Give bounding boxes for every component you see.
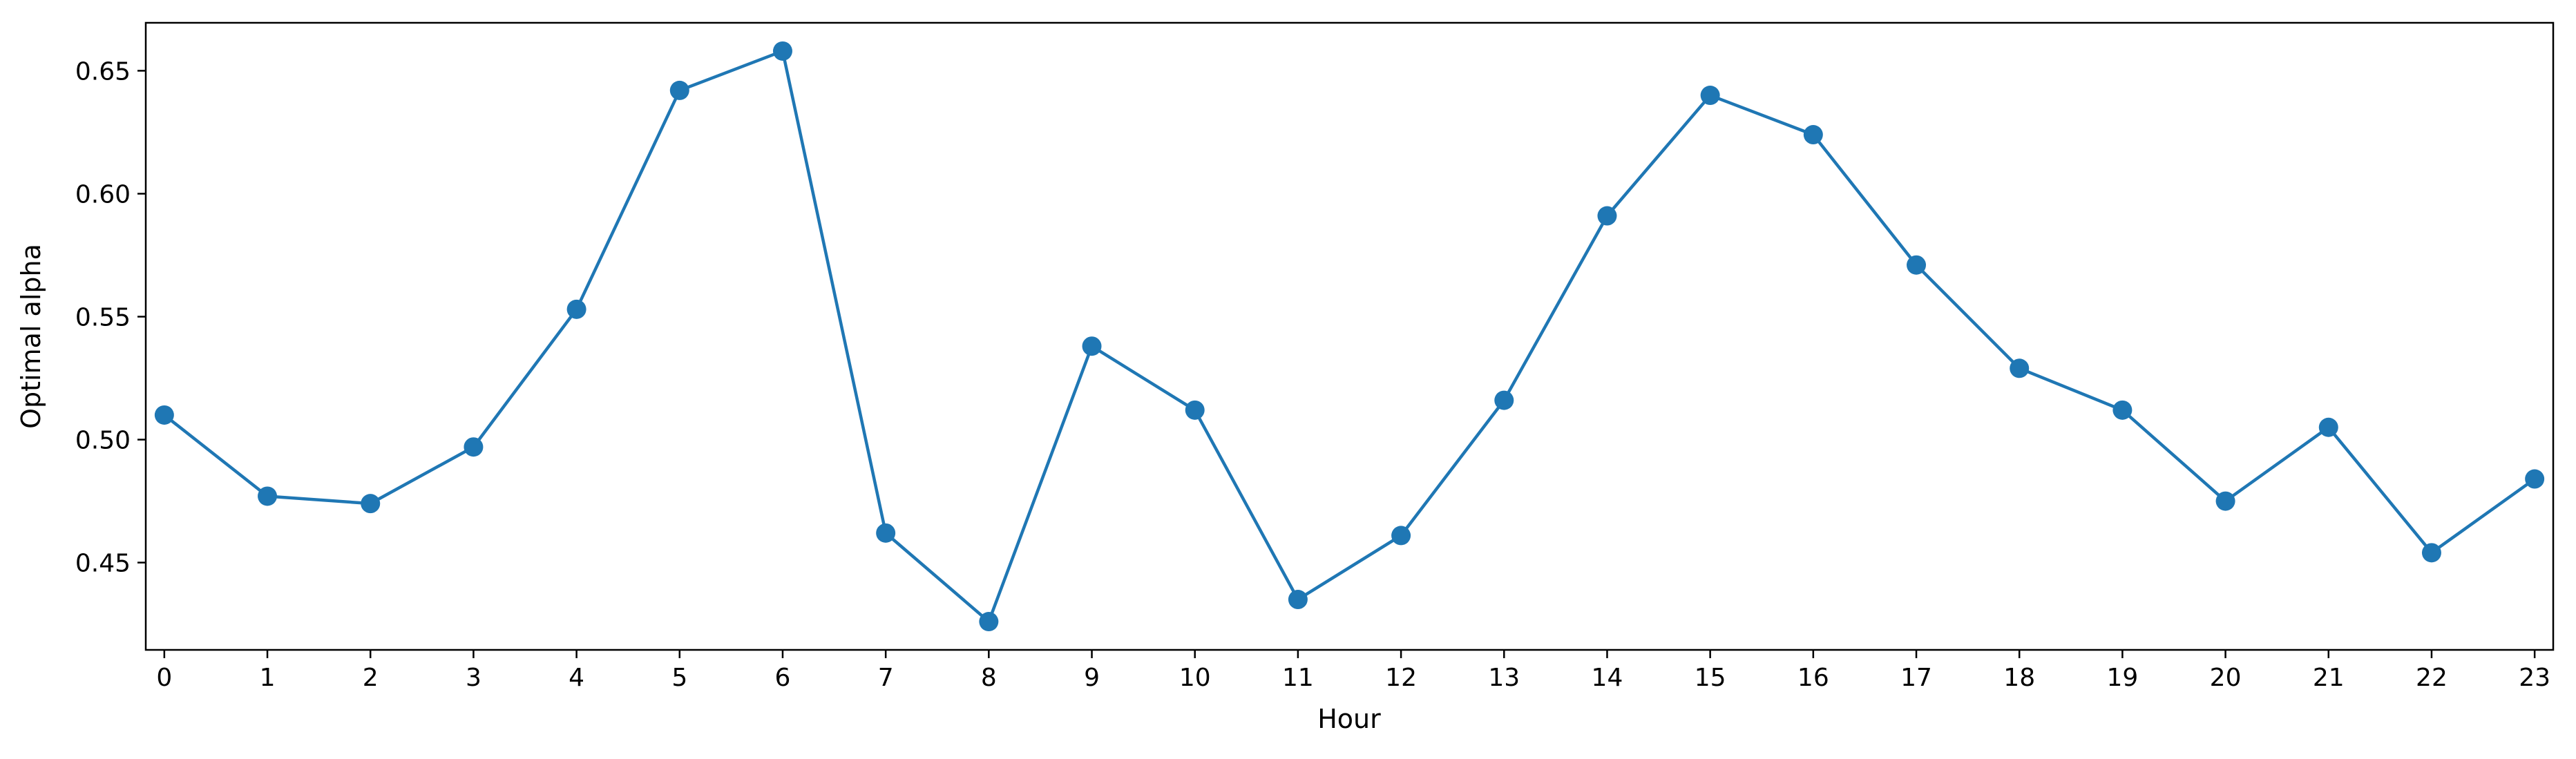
x-tick-label: 0 xyxy=(156,664,172,692)
y-tick-label: 0.55 xyxy=(75,304,131,332)
plot-frame xyxy=(144,21,2555,651)
x-tick-label: 8 xyxy=(981,664,997,692)
x-tick-label: 10 xyxy=(1179,664,1211,692)
x-tick-label: 22 xyxy=(2416,664,2448,692)
data-point xyxy=(566,299,586,319)
y-tick-label: 0.65 xyxy=(75,57,131,86)
x-tick-label: 1 xyxy=(260,664,276,692)
series-optimal-alpha xyxy=(154,41,2545,632)
x-tick-label: 13 xyxy=(1488,664,1520,692)
data-point xyxy=(1082,336,1102,356)
data-point xyxy=(1288,590,1308,610)
x-tick-label: 18 xyxy=(2003,664,2035,692)
x-tick-label: 23 xyxy=(2519,664,2550,692)
x-tick-label: 15 xyxy=(1695,664,1726,692)
data-point xyxy=(2010,358,2030,378)
data-point xyxy=(2215,491,2235,511)
x-tick-label: 4 xyxy=(569,664,584,692)
x-tick-label: 9 xyxy=(1084,664,1100,692)
y-axis-ticks: 0.45 0.50 0.55 0.60 0.65 xyxy=(75,57,146,578)
x-tick-label: 17 xyxy=(1900,664,1932,692)
x-axis-label: Hour xyxy=(1317,704,1381,734)
data-point xyxy=(1597,206,1617,226)
x-tick-label: 14 xyxy=(1592,664,1623,692)
data-point xyxy=(1391,526,1411,546)
x-tick-label: 3 xyxy=(466,664,481,692)
data-point xyxy=(1185,400,1205,420)
data-point xyxy=(361,494,381,514)
data-point xyxy=(669,80,689,100)
data-point xyxy=(2112,400,2133,420)
data-point xyxy=(1494,390,1514,410)
y-axis-label: Optimal alpha xyxy=(16,244,46,429)
data-point xyxy=(154,405,174,425)
data-point xyxy=(2525,469,2545,489)
x-tick-label: 12 xyxy=(1385,664,1417,692)
x-tick-label: 21 xyxy=(2313,664,2345,692)
x-tick-label: 6 xyxy=(775,664,791,692)
y-tick-label: 0.50 xyxy=(75,427,131,455)
x-tick-label: 11 xyxy=(1282,664,1314,692)
data-point xyxy=(979,612,999,632)
x-tick-label: 16 xyxy=(1797,664,1829,692)
data-point xyxy=(2421,543,2441,563)
y-tick-label: 0.60 xyxy=(75,180,131,209)
x-tick-label: 7 xyxy=(878,664,894,692)
data-point xyxy=(258,486,278,506)
x-tick-label: 5 xyxy=(671,664,687,692)
data-point xyxy=(1700,86,1720,106)
data-point xyxy=(1907,255,1927,275)
data-point xyxy=(2318,417,2338,437)
x-tick-label: 20 xyxy=(2210,664,2242,692)
data-point xyxy=(1803,125,1823,145)
x-tick-label: 19 xyxy=(2106,664,2138,692)
data-point xyxy=(876,523,896,543)
x-axis-ticks: 0 1 2 3 4 5 6 7 8 9 10 11 12 13 14 15 16 17 18 19 20 21 22 23 xyxy=(156,650,2550,692)
data-point xyxy=(464,437,484,457)
series-line xyxy=(162,49,2537,624)
x-tick-label: 2 xyxy=(363,664,379,692)
data-point xyxy=(772,41,792,61)
y-tick-label: 0.45 xyxy=(75,550,131,578)
